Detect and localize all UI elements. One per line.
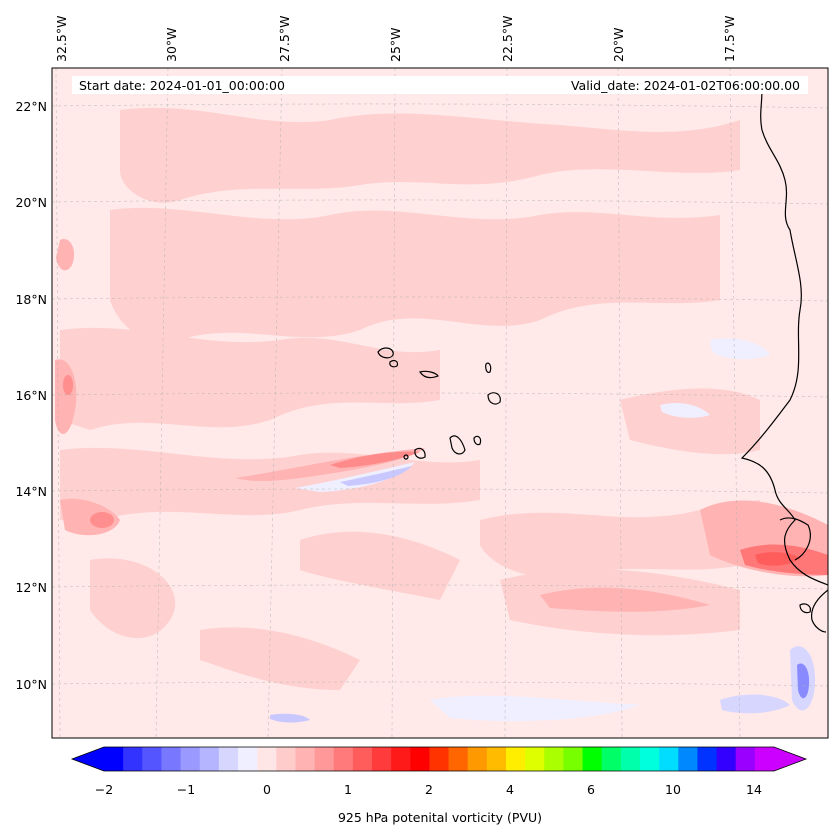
colorbar-segment [563, 747, 583, 771]
cape-verde-santiago [449, 435, 466, 455]
lat-label-12n: 12°N [15, 580, 47, 595]
cape-verde-sao-vicente [389, 360, 399, 368]
cb-tick-6: 6 [587, 782, 595, 797]
cape-verde-brava [403, 454, 409, 460]
colorbar-segment [506, 747, 526, 771]
colorbar-segment [525, 747, 545, 771]
lat-labels: 22°N 20°N 18°N 16°N 14°N 12°N 10°N [15, 99, 47, 692]
map-panel [52, 68, 828, 738]
lon-label-17-5w: 17.5°W [722, 16, 737, 62]
colorbar-segment [582, 747, 603, 771]
colorbar-extend-min [72, 747, 104, 771]
colorbar-segment [352, 747, 373, 771]
colorbar-segment [735, 747, 756, 771]
lon-label-27-5w: 27.5°W [277, 16, 292, 62]
colorbar-segment [257, 747, 277, 771]
africa-coastline-south [810, 589, 828, 633]
cb-tick-4: 2 [425, 782, 433, 797]
lon-label-32-5w: 32.5°W [54, 16, 69, 62]
map-frame [51, 67, 829, 739]
colorbar-segment [486, 747, 507, 771]
colorbar-segment [601, 747, 622, 771]
info-box [72, 76, 808, 94]
colorbar-segment [620, 747, 641, 771]
lat-label-18n: 18°N [15, 292, 47, 307]
lat-label-22n: 22°N [15, 99, 47, 114]
valid-date-label: Valid_date: 2024-01-02T06:00:00.00 [571, 78, 800, 93]
coastlines [377, 79, 828, 633]
cape-verde-santo-antao [377, 347, 394, 359]
map-gridlines [52, 68, 828, 738]
lat-label-14n: 14°N [15, 484, 47, 499]
colorbar-segment [754, 747, 775, 771]
cape-verde-maio [473, 435, 482, 446]
lon-label-30w: 30°W [164, 27, 179, 62]
pv-fill-negative [270, 338, 815, 723]
colorbar-segment [716, 747, 737, 771]
colorbar-segment [199, 747, 220, 771]
lon-label-25w: 25°W [388, 27, 403, 62]
colorbar-segment [697, 747, 717, 771]
pv-fill-light [60, 107, 760, 690]
colorbar-segment [238, 747, 258, 771]
colorbar-segment [429, 747, 449, 771]
cb-tick-2: 0 [263, 782, 271, 797]
lon-label-22-5w: 22.5°W [500, 16, 515, 62]
lon-label-20w: 20°W [611, 27, 626, 62]
cape-verde-boa-vista [487, 392, 501, 405]
colorbar-segment [410, 747, 430, 771]
cb-tick-5: 4 [506, 782, 514, 797]
cape-verde-fogo [414, 447, 426, 459]
cb-tick-0: −2 [95, 782, 113, 797]
guinea-bissau-islands [799, 603, 811, 614]
colorbar-segment [161, 747, 181, 771]
colorbar-segment [142, 747, 162, 771]
cb-tick-8: 14 [746, 782, 762, 797]
colorbar-segment [314, 747, 335, 771]
colorbar-segment [391, 747, 411, 771]
africa-coastline [740, 79, 828, 586]
colorbar [70, 746, 808, 772]
pv-fill-strong [63, 375, 828, 575]
cape-verde-sao-nicolau [419, 370, 439, 379]
colorbar-segment [659, 747, 679, 771]
cb-tick-3: 1 [344, 782, 352, 797]
colorbar-segment [276, 747, 296, 771]
lat-label-16n: 16°N [15, 388, 47, 403]
colorbar-segment [467, 747, 488, 771]
colorbar-segment [180, 747, 201, 771]
start-date-label: Start date: 2024-01-01_00:00:00 [79, 78, 285, 93]
colorbar-segment [640, 747, 660, 771]
colorbar-label: 925 hPa potenital vorticity (PVU) [338, 810, 542, 825]
cb-tick-7: 10 [665, 782, 681, 797]
colorbar-outline [70, 746, 808, 772]
colorbar-segment [448, 747, 469, 771]
colorbar-segment [295, 747, 315, 771]
cape-verde-sal [485, 362, 492, 374]
colorbar-segment [123, 747, 143, 771]
lat-label-10n: 10°N [15, 677, 47, 692]
cb-tick-1: −1 [177, 782, 195, 797]
colorbar-segment [678, 747, 698, 771]
colorbar-segment [333, 747, 354, 771]
colorbar-segment [104, 747, 124, 771]
senegambia-coast [779, 517, 811, 561]
lon-labels: 32.5°W 30°W 27.5°W 25°W 22.5°W 20°W 17.5… [54, 16, 737, 62]
colorbar-segment [372, 747, 392, 771]
colorbar-segment [218, 747, 239, 771]
colorbar-segment [544, 747, 564, 771]
colorbar-ticks: −2 −1 0 1 2 4 6 10 14 [95, 782, 762, 797]
colorbar-extend-max [774, 747, 806, 771]
lat-label-20n: 20°N [15, 195, 47, 210]
